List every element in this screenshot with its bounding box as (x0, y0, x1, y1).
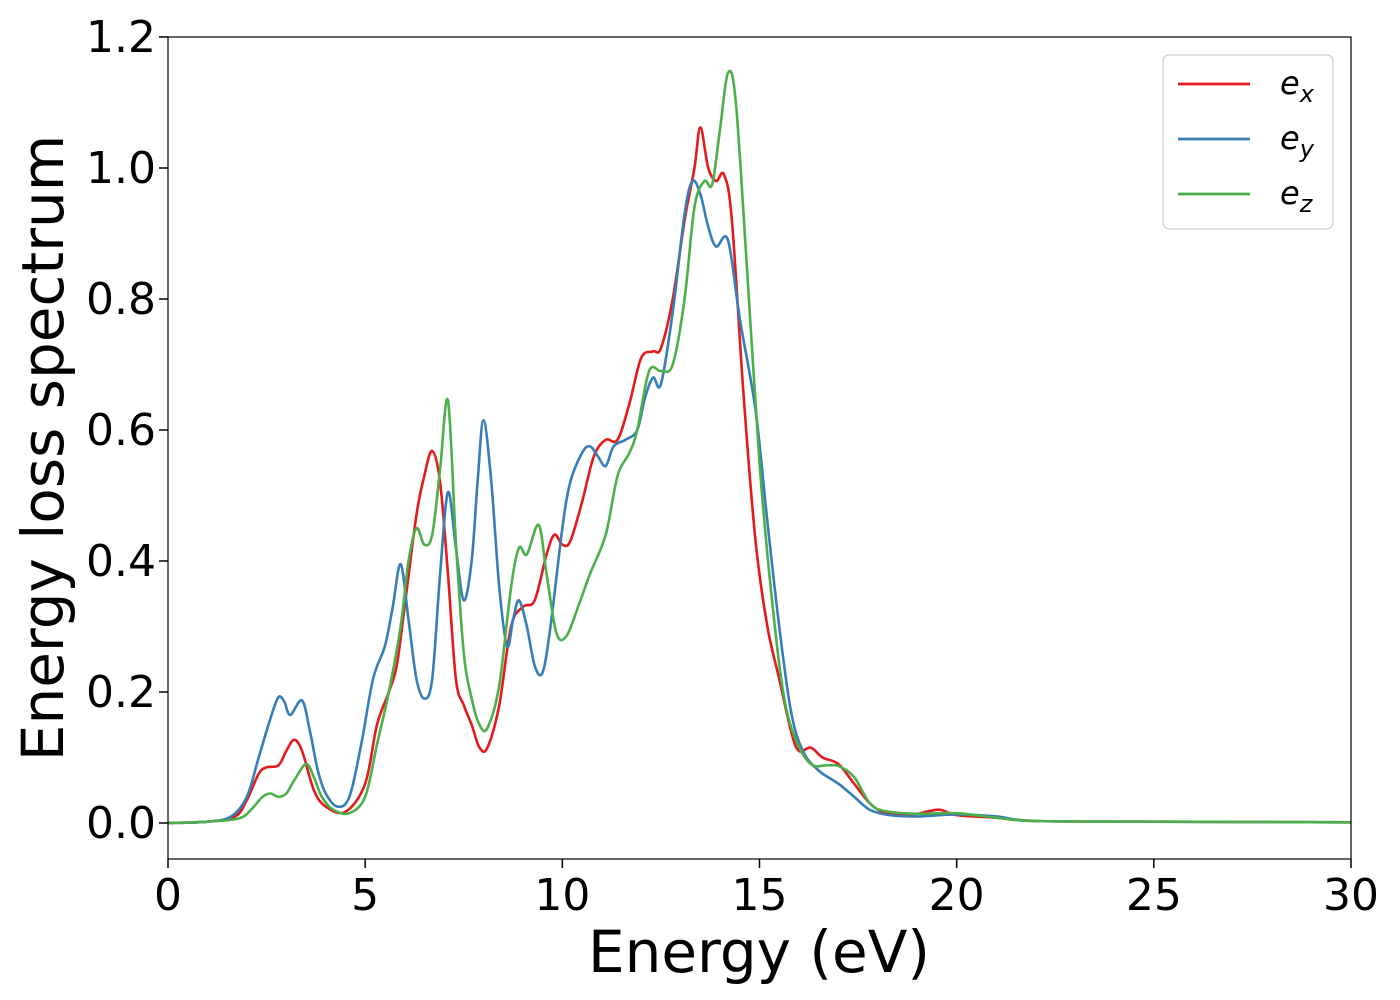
x-tick-label: 20 (929, 870, 985, 921)
x-axis-label: Energy (eV) (588, 918, 930, 986)
y-tick-label: 0.0 (86, 798, 156, 849)
legend-label-base: e (1280, 174, 1300, 212)
y-tick-label: 0.2 (86, 667, 156, 718)
legend-label-subscript: z (1299, 190, 1314, 218)
legend-label-base: e (1280, 119, 1300, 157)
legend-label-ey: ey (1280, 119, 1315, 163)
y-tick-label: 0.6 (86, 405, 156, 456)
legend-label-subscript: x (1299, 80, 1315, 108)
x-tick-label: 15 (732, 870, 788, 921)
series-line-ez (168, 69, 1351, 825)
legend-label-base: e (1280, 64, 1300, 102)
x-tick-label: 0 (154, 870, 182, 921)
y-tick-label: 0.4 (86, 536, 156, 587)
x-tick-label: 30 (1323, 870, 1379, 921)
legend-box (1162, 54, 1334, 230)
y-tick-label: 0.8 (86, 274, 156, 325)
x-axis: 0 5 10 15 20 25 30 (154, 859, 1379, 921)
x-tick-label: 10 (534, 870, 590, 921)
series-layer (168, 69, 1351, 825)
legend-label-ez: ez (1280, 174, 1314, 218)
legend-label-ex: ex (1280, 64, 1315, 108)
y-axis-label: Energy loss spectrum (9, 135, 77, 761)
y-axis: 0.0 0.2 0.4 0.6 0.8 1.0 1.2 (86, 12, 168, 849)
y-tick-label: 1.0 (86, 143, 156, 194)
x-tick-label: 5 (351, 870, 379, 921)
legend-label-subscript: y (1299, 135, 1315, 163)
series-line-ex (168, 126, 1351, 825)
y-tick-label: 1.2 (86, 12, 156, 63)
x-tick-label: 25 (1126, 870, 1182, 921)
series-line-ey (168, 179, 1351, 825)
